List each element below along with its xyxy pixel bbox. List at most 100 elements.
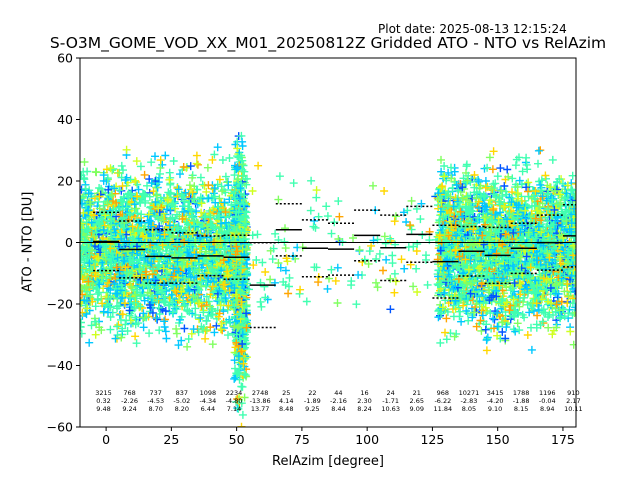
data-point-1407 — [213, 297, 222, 305]
data-point-805 — [187, 329, 196, 338]
data-point-1443 — [114, 321, 123, 329]
data-point-874 — [174, 341, 183, 350]
data-point-825 — [155, 326, 164, 335]
data-point-3439 — [261, 268, 270, 276]
data-point-1487 — [213, 143, 222, 152]
data-point-3343 — [284, 289, 293, 298]
data-point-3364 — [413, 288, 422, 296]
data-point-1372 — [160, 323, 169, 331]
data-point-1884 — [80, 318, 85, 327]
data-point-745 — [147, 158, 156, 167]
data-point-3353 — [423, 280, 432, 289]
data-point-1525 — [103, 174, 112, 183]
data-point-3323 — [373, 283, 382, 292]
data-point-1428 — [95, 288, 104, 297]
data-point-1379 — [202, 326, 211, 334]
data-point-3415 — [388, 251, 397, 260]
data-point-3355 — [416, 215, 425, 224]
data-point-3398 — [312, 193, 321, 202]
data-point-3300 — [333, 263, 342, 272]
data-point-3383 — [275, 172, 284, 181]
data-point-3310 — [281, 244, 290, 253]
data-point-3349 — [256, 297, 265, 306]
data-point-1307 — [154, 303, 163, 312]
data-point-1127 — [189, 325, 198, 334]
data-point-1339 — [225, 154, 234, 162]
data-point-3432 — [254, 161, 263, 170]
data-point-3352 — [352, 300, 361, 309]
data-point-3372 — [327, 265, 336, 274]
data-point-1328 — [218, 187, 227, 196]
data-point-3420 — [253, 230, 262, 239]
data-point-1598 — [173, 210, 181, 219]
data-point-3327 — [379, 266, 387, 275]
data-point-416 — [161, 327, 170, 336]
data-point-4890 — [548, 155, 557, 164]
data-point-3356 — [280, 237, 289, 246]
data-point-3521 — [477, 326, 486, 335]
data-point-289 — [132, 157, 141, 166]
data-point-3307 — [409, 282, 418, 291]
data-point-2034 — [132, 339, 141, 348]
data-point-800 — [173, 184, 182, 193]
data-point-4955 — [457, 317, 466, 326]
data-point-1909 — [117, 161, 126, 170]
data-point-1256 — [123, 327, 132, 335]
data-point-1325 — [121, 287, 130, 296]
data-point-1242 — [134, 185, 143, 194]
data-point-2529 — [131, 332, 140, 341]
data-point-1054 — [80, 185, 86, 194]
data-point-4245 — [488, 165, 497, 174]
data-point-3434 — [355, 245, 364, 254]
data-point-1417 — [121, 202, 130, 211]
data-point-1194 — [80, 329, 86, 338]
data-point-1497 — [221, 172, 230, 181]
data-point-3413 — [260, 282, 269, 291]
data-point-3305 — [390, 269, 399, 278]
data-point-3591 — [482, 346, 491, 355]
data-point-1592 — [110, 224, 119, 233]
data-point-4691 — [503, 165, 512, 174]
data-point-4459 — [449, 312, 458, 321]
data-point-713 — [80, 158, 89, 166]
data-point-2226 — [131, 176, 140, 185]
data-point-1212 — [196, 313, 205, 322]
data-point-2598 — [208, 155, 217, 164]
data-point-1121 — [115, 186, 124, 195]
data-point-822 — [87, 321, 96, 330]
data-point-1442 — [188, 173, 197, 182]
data-point-2152 — [192, 151, 201, 160]
data-point-3380 — [289, 179, 298, 188]
data-point-233 — [143, 181, 151, 190]
data-point-1585 — [197, 199, 206, 208]
data-point-1638 — [201, 334, 210, 343]
data-point-1377 — [138, 304, 147, 312]
data-point-2045 — [140, 313, 149, 322]
data-point-3330 — [248, 187, 257, 195]
data-point-160 — [224, 331, 232, 340]
data-point-1603 — [118, 182, 127, 191]
data-point-3303 — [397, 255, 406, 264]
data-point-230 — [85, 338, 94, 347]
data-point-4321 — [508, 174, 517, 183]
data-point-1537 — [192, 207, 201, 216]
data-point-1093 — [180, 324, 189, 333]
data-point-32 — [91, 330, 100, 339]
data-point-1469 — [133, 209, 142, 218]
data-point-1824 — [183, 342, 192, 351]
data-point-3332 — [391, 212, 400, 221]
data-point-1081 — [197, 208, 206, 217]
data-point-1204 — [193, 160, 202, 169]
data-point-3411 — [386, 305, 395, 314]
data-point-1302 — [118, 324, 127, 333]
data-point-3392 — [390, 288, 399, 297]
data-point-1380 — [137, 292, 145, 301]
data-point-3304 — [323, 284, 332, 293]
data-point-385 — [177, 336, 186, 345]
data-point-1553 — [106, 325, 115, 334]
data-point-3417 — [347, 277, 356, 286]
data-point-3396 — [268, 255, 277, 264]
data-point-1106 — [196, 173, 205, 182]
data-point-3401 — [298, 243, 307, 252]
